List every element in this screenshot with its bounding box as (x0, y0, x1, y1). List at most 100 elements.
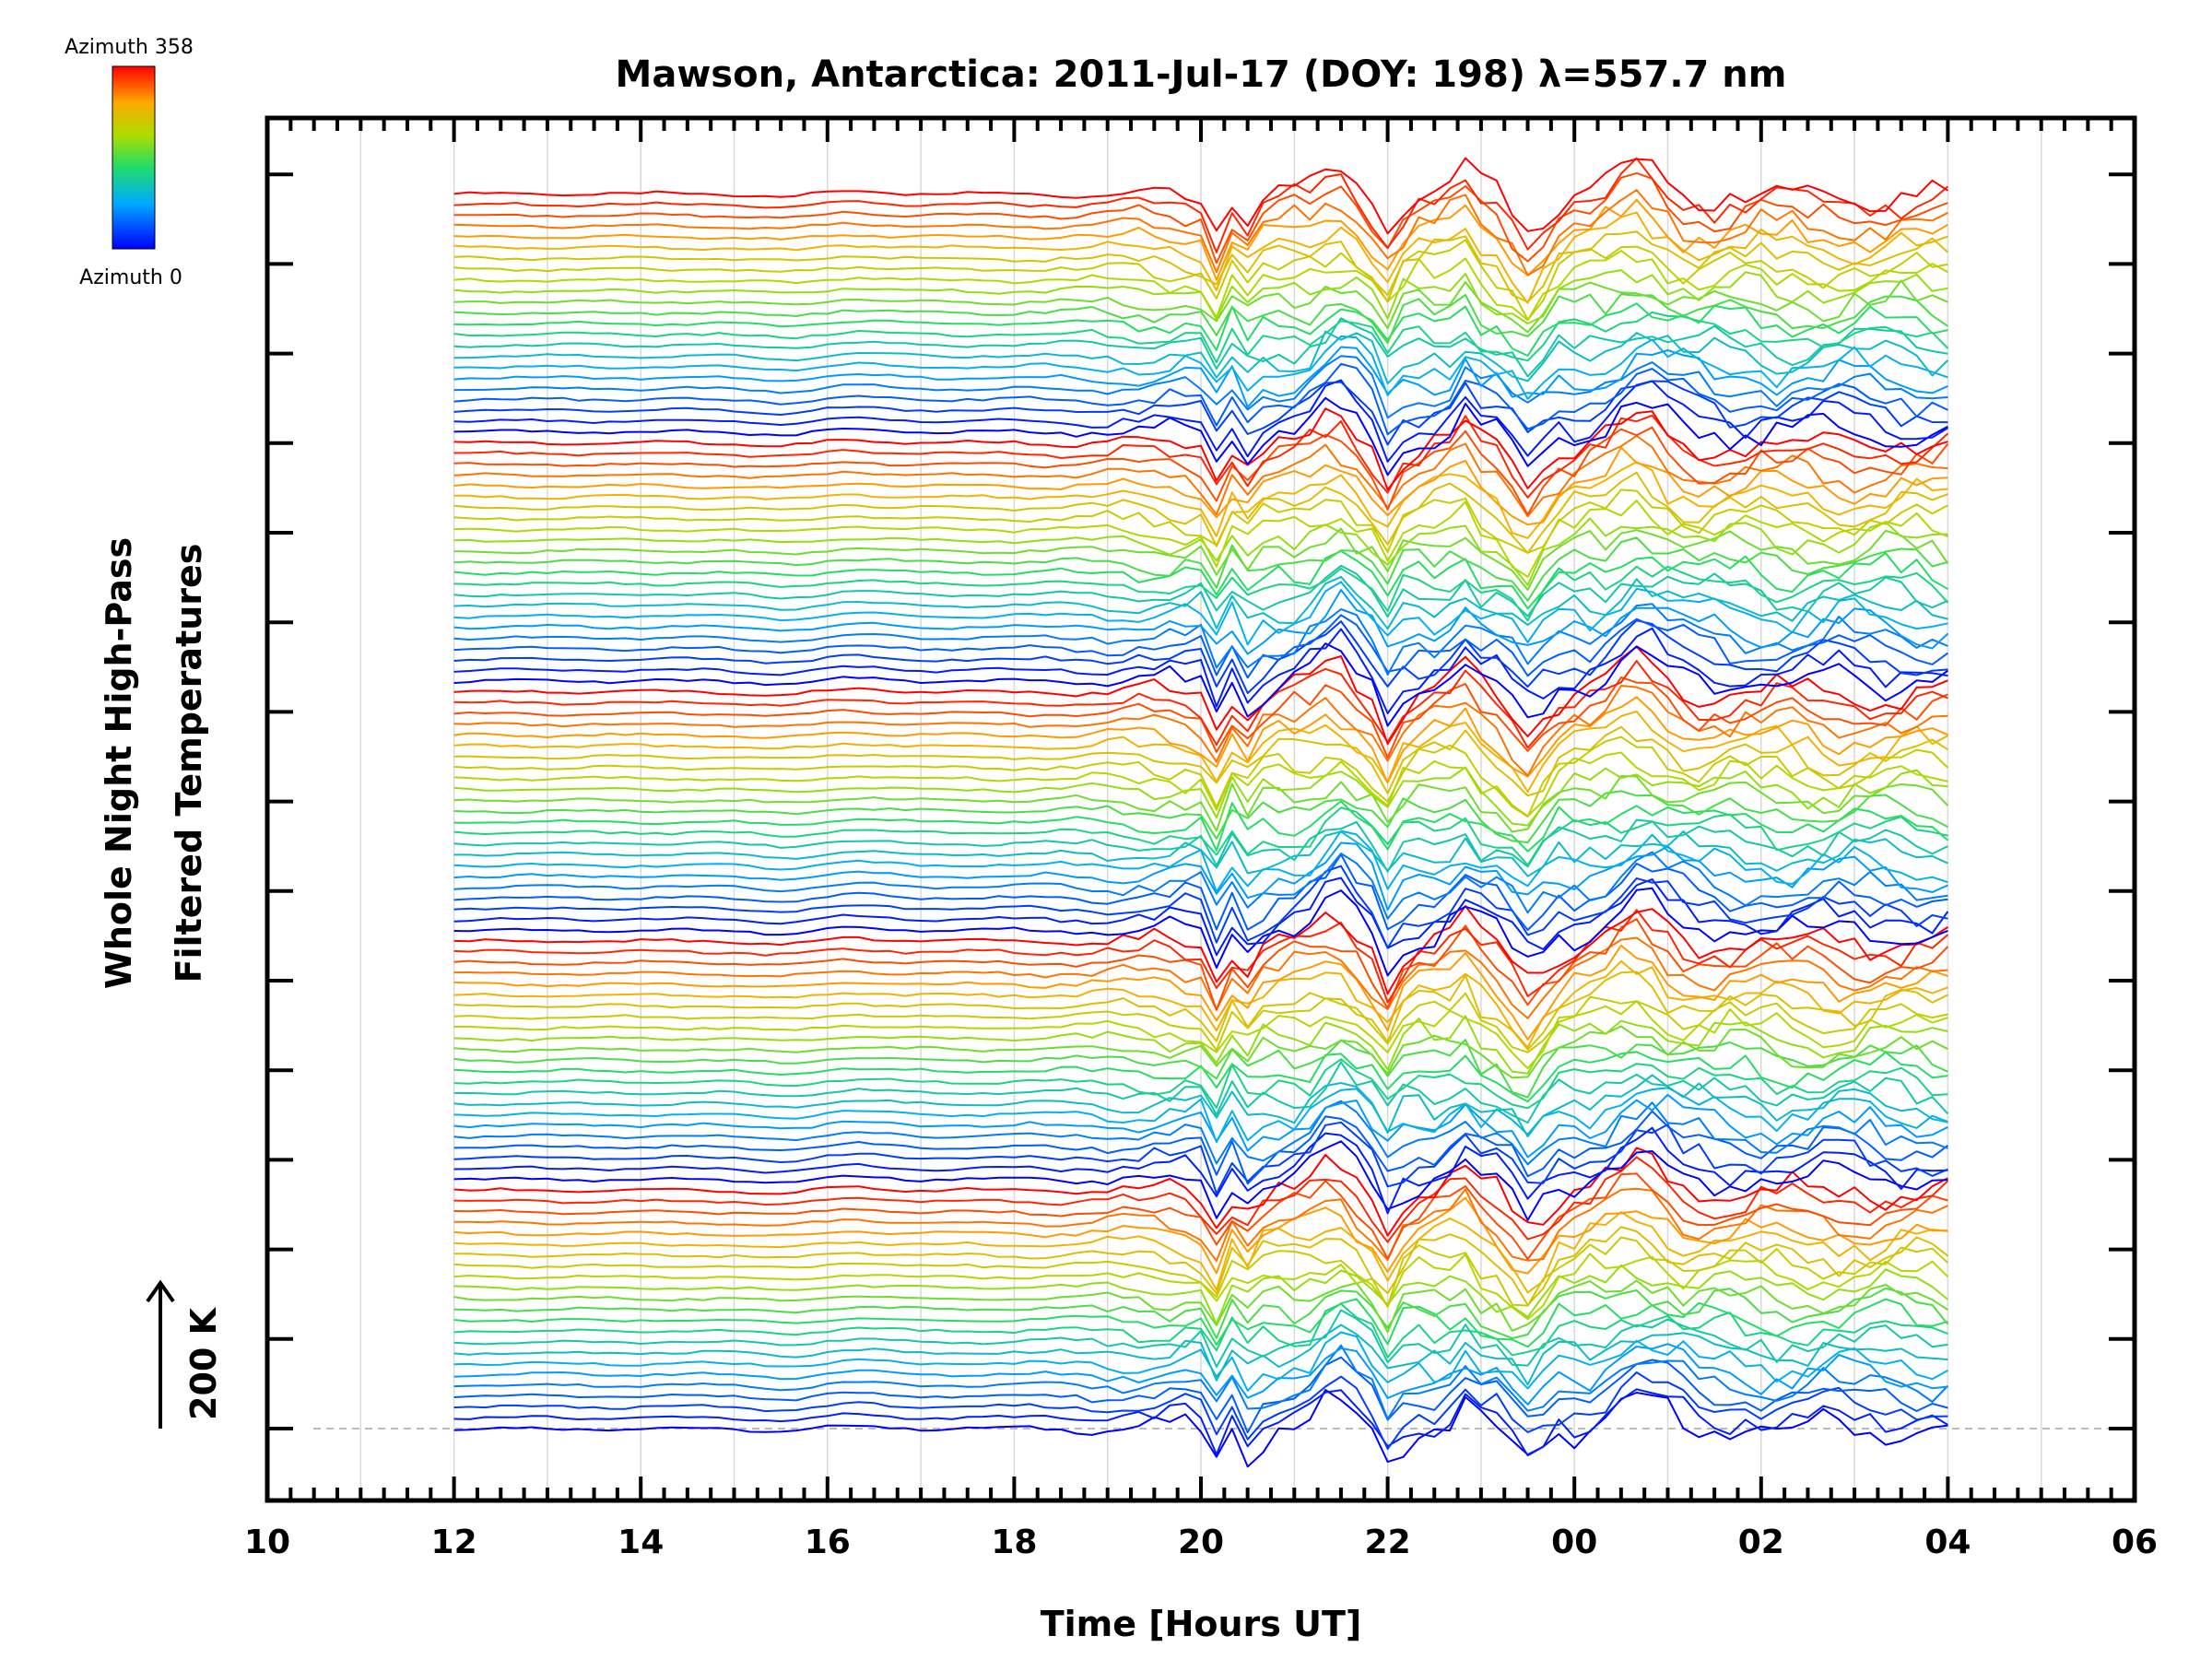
trace-line (453, 434, 1948, 518)
colorbar-bottom-label: Azimuth 0 (79, 266, 182, 289)
trace-line (453, 362, 1948, 436)
trace-line (453, 396, 1948, 477)
azimuth-colorbar: Azimuth 358 Azimuth 0 (65, 36, 194, 289)
trace-line (453, 1343, 1948, 1406)
trace-line (453, 1302, 1948, 1359)
trace-line (453, 230, 1949, 303)
trace-line (453, 346, 1948, 408)
trace-line (453, 171, 1948, 265)
x-tick-label: 12 (431, 1524, 477, 1561)
trace-line (453, 279, 1948, 334)
trace-line (453, 189, 1948, 276)
trace-line (453, 1110, 1949, 1185)
trace-line (453, 642, 1948, 727)
trace-line (453, 157, 1948, 235)
trace-line (453, 1051, 1948, 1103)
trace-line (453, 471, 1948, 554)
colorbar-gradient (112, 65, 156, 250)
trace-line (453, 1324, 1948, 1386)
trace-line (453, 293, 1948, 345)
colorbar-top-label: Azimuth 358 (65, 36, 194, 59)
trace-line (453, 1025, 1948, 1079)
trace-line (453, 1147, 1948, 1237)
trace-line (453, 317, 1948, 378)
trace-line (453, 379, 1948, 463)
trace-line (453, 1344, 1949, 1420)
trace-line (453, 335, 1948, 400)
trace-line (453, 959, 1948, 1049)
trace-line (453, 517, 1948, 586)
trace-line (453, 735, 1949, 818)
trace-line (453, 853, 1948, 931)
trace-line (453, 909, 1949, 1004)
trace-line (453, 887, 1948, 977)
trace-line (453, 1039, 1948, 1099)
trace-line (453, 944, 1948, 1041)
plot-frame (265, 115, 2137, 1503)
y-axis-label-line2: Filtered Temperatures (169, 544, 209, 983)
trace-line (453, 461, 1948, 539)
trace-line (453, 426, 1949, 516)
x-tick-label: 00 (1551, 1524, 1597, 1561)
trace-line (453, 1279, 1948, 1334)
trace-line (453, 603, 1948, 676)
x-tick-labels: 10 12 14 16 18 20 22 00 02 04 06 (244, 1524, 2158, 1561)
trace-line (453, 865, 1948, 949)
trace-line (453, 936, 1948, 1019)
trace-line (453, 1156, 1949, 1243)
trace-line (453, 1087, 1948, 1144)
scale-indicator: 200 K (146, 1279, 224, 1429)
trace-line (453, 619, 1948, 694)
trace-line (453, 790, 1948, 843)
scale-label: 200 K (183, 1306, 224, 1420)
trace-line (453, 877, 1949, 957)
trace-line (453, 157, 1949, 253)
trace-line (453, 1388, 1948, 1457)
trace-line (453, 775, 1949, 833)
trace-line (453, 1389, 1948, 1468)
trace-line (453, 536, 1948, 602)
x-tick-label: 06 (2112, 1524, 2158, 1561)
trace-line (453, 627, 1948, 714)
trace-line (453, 211, 1948, 304)
trace-line (453, 1264, 1949, 1325)
trace-line (453, 766, 1948, 827)
trace-line (453, 1058, 1948, 1110)
trace-line (453, 575, 1948, 630)
trace-line (453, 725, 1948, 797)
trace-line (453, 549, 1948, 610)
trace-line (453, 330, 1949, 385)
trace-line (453, 806, 1948, 866)
trace-line (453, 1126, 1948, 1215)
x-tick-label: 20 (1178, 1524, 1224, 1561)
trace-line (453, 380, 1948, 446)
trace-line (453, 1309, 1948, 1368)
trace-line (453, 1074, 1948, 1138)
trace-line (453, 407, 1948, 491)
trace-line (453, 1236, 1949, 1308)
trace-line (453, 1356, 1948, 1434)
trace-line (453, 564, 1948, 618)
trace-line (453, 851, 1948, 920)
trace-line (453, 696, 1948, 784)
trace-line (453, 751, 1948, 818)
trace-line (453, 198, 1948, 281)
trace-line (453, 1196, 1948, 1275)
trace-line (453, 581, 1948, 646)
x-tick-label: 02 (1738, 1524, 1784, 1561)
trace-line (453, 905, 1948, 995)
trace-lines (453, 157, 1949, 1468)
x-tick-label: 10 (244, 1524, 290, 1561)
x-tick-label: 16 (805, 1524, 851, 1561)
trace-line (453, 1093, 1948, 1159)
trace-line (453, 1226, 1949, 1306)
trace-line (453, 1100, 1948, 1166)
trace-line (453, 830, 1948, 877)
trace-line (453, 660, 1948, 749)
trace-line (453, 1121, 1948, 1194)
trace-line (453, 355, 1948, 419)
x-axis-label: Time [Hours UT] (1041, 1604, 1362, 1644)
trace-line (453, 1298, 1948, 1348)
trace-line (453, 992, 1948, 1053)
